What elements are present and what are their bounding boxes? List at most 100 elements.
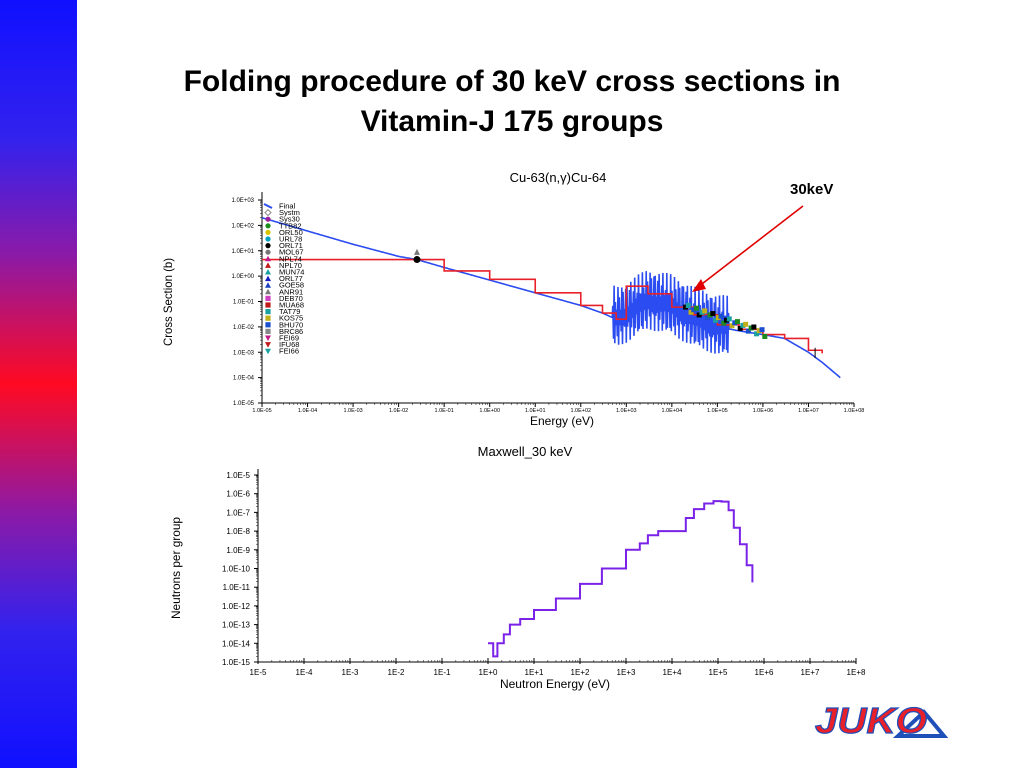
series-final-line bbox=[261, 216, 841, 379]
experimental-data-point bbox=[732, 320, 738, 326]
x-axis-label: Energy (eV) bbox=[530, 414, 594, 428]
y-tick-label: 1.0E-03 bbox=[233, 350, 255, 356]
x-tick-label: 1.0E-02 bbox=[389, 408, 408, 414]
experimental-data-point bbox=[734, 319, 740, 325]
legend-marker bbox=[265, 348, 271, 355]
x-tick-label: 1E+3 bbox=[617, 668, 636, 677]
experimental-data-point bbox=[743, 321, 749, 327]
y-tick-label: 1.0E-8 bbox=[226, 527, 250, 536]
experimental-data-point bbox=[683, 304, 689, 310]
legend-label: MOL67 bbox=[279, 248, 304, 257]
legend-label: Sys30 bbox=[279, 215, 300, 224]
experimental-data-point bbox=[702, 308, 708, 314]
legend-label: BHU70 bbox=[279, 320, 303, 329]
experimental-data-point bbox=[726, 316, 732, 322]
x-tick-label: 1E-1 bbox=[434, 668, 451, 677]
experimental-data-point bbox=[756, 328, 762, 334]
legend-marker bbox=[265, 309, 271, 315]
legend-label: Final bbox=[279, 202, 296, 211]
y-tick-label: 1.0E-11 bbox=[223, 583, 251, 592]
slide-title: Folding procedure of 30 keV cross sectio… bbox=[77, 62, 947, 142]
experimental-data-point bbox=[740, 322, 746, 328]
y-tick-label: 1.0E-12 bbox=[222, 602, 251, 611]
x-tick-label: 1E-2 bbox=[388, 668, 405, 677]
legend-marker bbox=[265, 295, 271, 301]
x-tick-label: 1.0E-04 bbox=[298, 408, 317, 414]
experimental-data-point bbox=[718, 313, 724, 319]
legend-marker bbox=[265, 269, 271, 275]
y-axis-label: Cross Section (b) bbox=[161, 258, 175, 346]
x-tick-label: 1E+6 bbox=[755, 668, 774, 677]
legend-marker bbox=[265, 282, 271, 288]
y-tick-label: 1.0E-05 bbox=[233, 401, 255, 407]
experimental-data-point bbox=[691, 307, 697, 313]
x-tick-label: 1E+1 bbox=[525, 668, 544, 677]
y-tick-label: 1.0E-5 bbox=[226, 471, 250, 480]
y-tick-label: 1.0E-10 bbox=[222, 565, 251, 574]
experimental-data-point bbox=[762, 334, 768, 340]
chart-title: Cu-63(n,γ)Cu-64 bbox=[510, 170, 607, 185]
y-tick-label: 1.0E+02 bbox=[231, 223, 254, 229]
y-tick-label: 1.0E-6 bbox=[226, 490, 250, 499]
annotation-arrowhead bbox=[692, 279, 706, 292]
experimental-data-point bbox=[751, 324, 757, 330]
experimental-data-point bbox=[704, 315, 710, 321]
thermal-data-point bbox=[413, 248, 420, 255]
logo-triangle bbox=[892, 709, 949, 738]
x-tick-label: 1.0E+04 bbox=[662, 408, 683, 414]
experimental-data-point bbox=[721, 320, 727, 326]
legend-marker bbox=[265, 243, 271, 249]
legend-label: IFU68 bbox=[279, 340, 299, 349]
x-tick-label: 1.0E+06 bbox=[753, 408, 774, 414]
x-tick-label: 1E+0 bbox=[479, 668, 498, 677]
legend-label: TTB82 bbox=[279, 221, 302, 230]
y-tick-label: 1.0E-15 bbox=[222, 658, 251, 667]
legend-marker bbox=[265, 322, 271, 328]
legend-marker bbox=[265, 249, 271, 255]
experimental-data-point bbox=[699, 309, 705, 315]
x-tick-label: 1.0E+01 bbox=[525, 408, 546, 414]
x-tick-label: 1E-4 bbox=[296, 668, 313, 677]
experimental-data-point bbox=[710, 311, 716, 317]
legend-marker bbox=[265, 262, 271, 268]
y-tick-label: 1.0E+00 bbox=[231, 274, 254, 280]
experimental-data-point bbox=[745, 328, 751, 334]
legend-label: ANR91 bbox=[279, 287, 303, 296]
experimental-data-point bbox=[688, 309, 694, 315]
legend-marker bbox=[265, 302, 271, 308]
x-tick-label: 1.0E+08 bbox=[844, 408, 865, 414]
y-tick-label: 1.0E-9 bbox=[226, 546, 250, 555]
legend-label: FEI69 bbox=[279, 334, 299, 343]
legend-marker bbox=[265, 342, 271, 348]
experimental-data-point bbox=[693, 305, 699, 311]
experimental-data-point bbox=[759, 327, 765, 333]
y-tick-label: 1.0E+01 bbox=[231, 249, 254, 255]
x-axis-label: Neutron Energy (eV) bbox=[500, 677, 610, 691]
y-axis-label: Neutrons per group bbox=[169, 517, 183, 619]
legend-label: NPL74 bbox=[279, 254, 302, 263]
experimental-data-point bbox=[754, 331, 760, 337]
y-tick-label: 1.0E-02 bbox=[233, 325, 255, 331]
legend-label: GOE58 bbox=[279, 281, 304, 290]
x-tick-label: 1.0E-05 bbox=[252, 408, 271, 414]
experimental-data-point bbox=[685, 302, 691, 308]
legend-label: URL78 bbox=[279, 235, 302, 244]
experimental-data-point bbox=[713, 317, 719, 323]
legend-marker bbox=[265, 328, 271, 334]
x-tick-label: 1E-5 bbox=[250, 668, 267, 677]
legend-label: KOS75 bbox=[279, 314, 303, 323]
legend-marker bbox=[265, 335, 271, 341]
legend-label: MUA68 bbox=[279, 301, 304, 310]
legend-label: FEI66 bbox=[279, 347, 299, 356]
x-tick-label: 1.0E+02 bbox=[570, 408, 591, 414]
legend-marker bbox=[265, 255, 271, 262]
x-tick-label: 1E+4 bbox=[663, 668, 682, 677]
legend-marker bbox=[263, 203, 273, 209]
legend-marker bbox=[265, 229, 271, 235]
y-tick-label: 1.0E-14 bbox=[222, 639, 251, 648]
legend-label: Systm bbox=[279, 208, 300, 217]
experimental-data-point bbox=[748, 325, 754, 331]
